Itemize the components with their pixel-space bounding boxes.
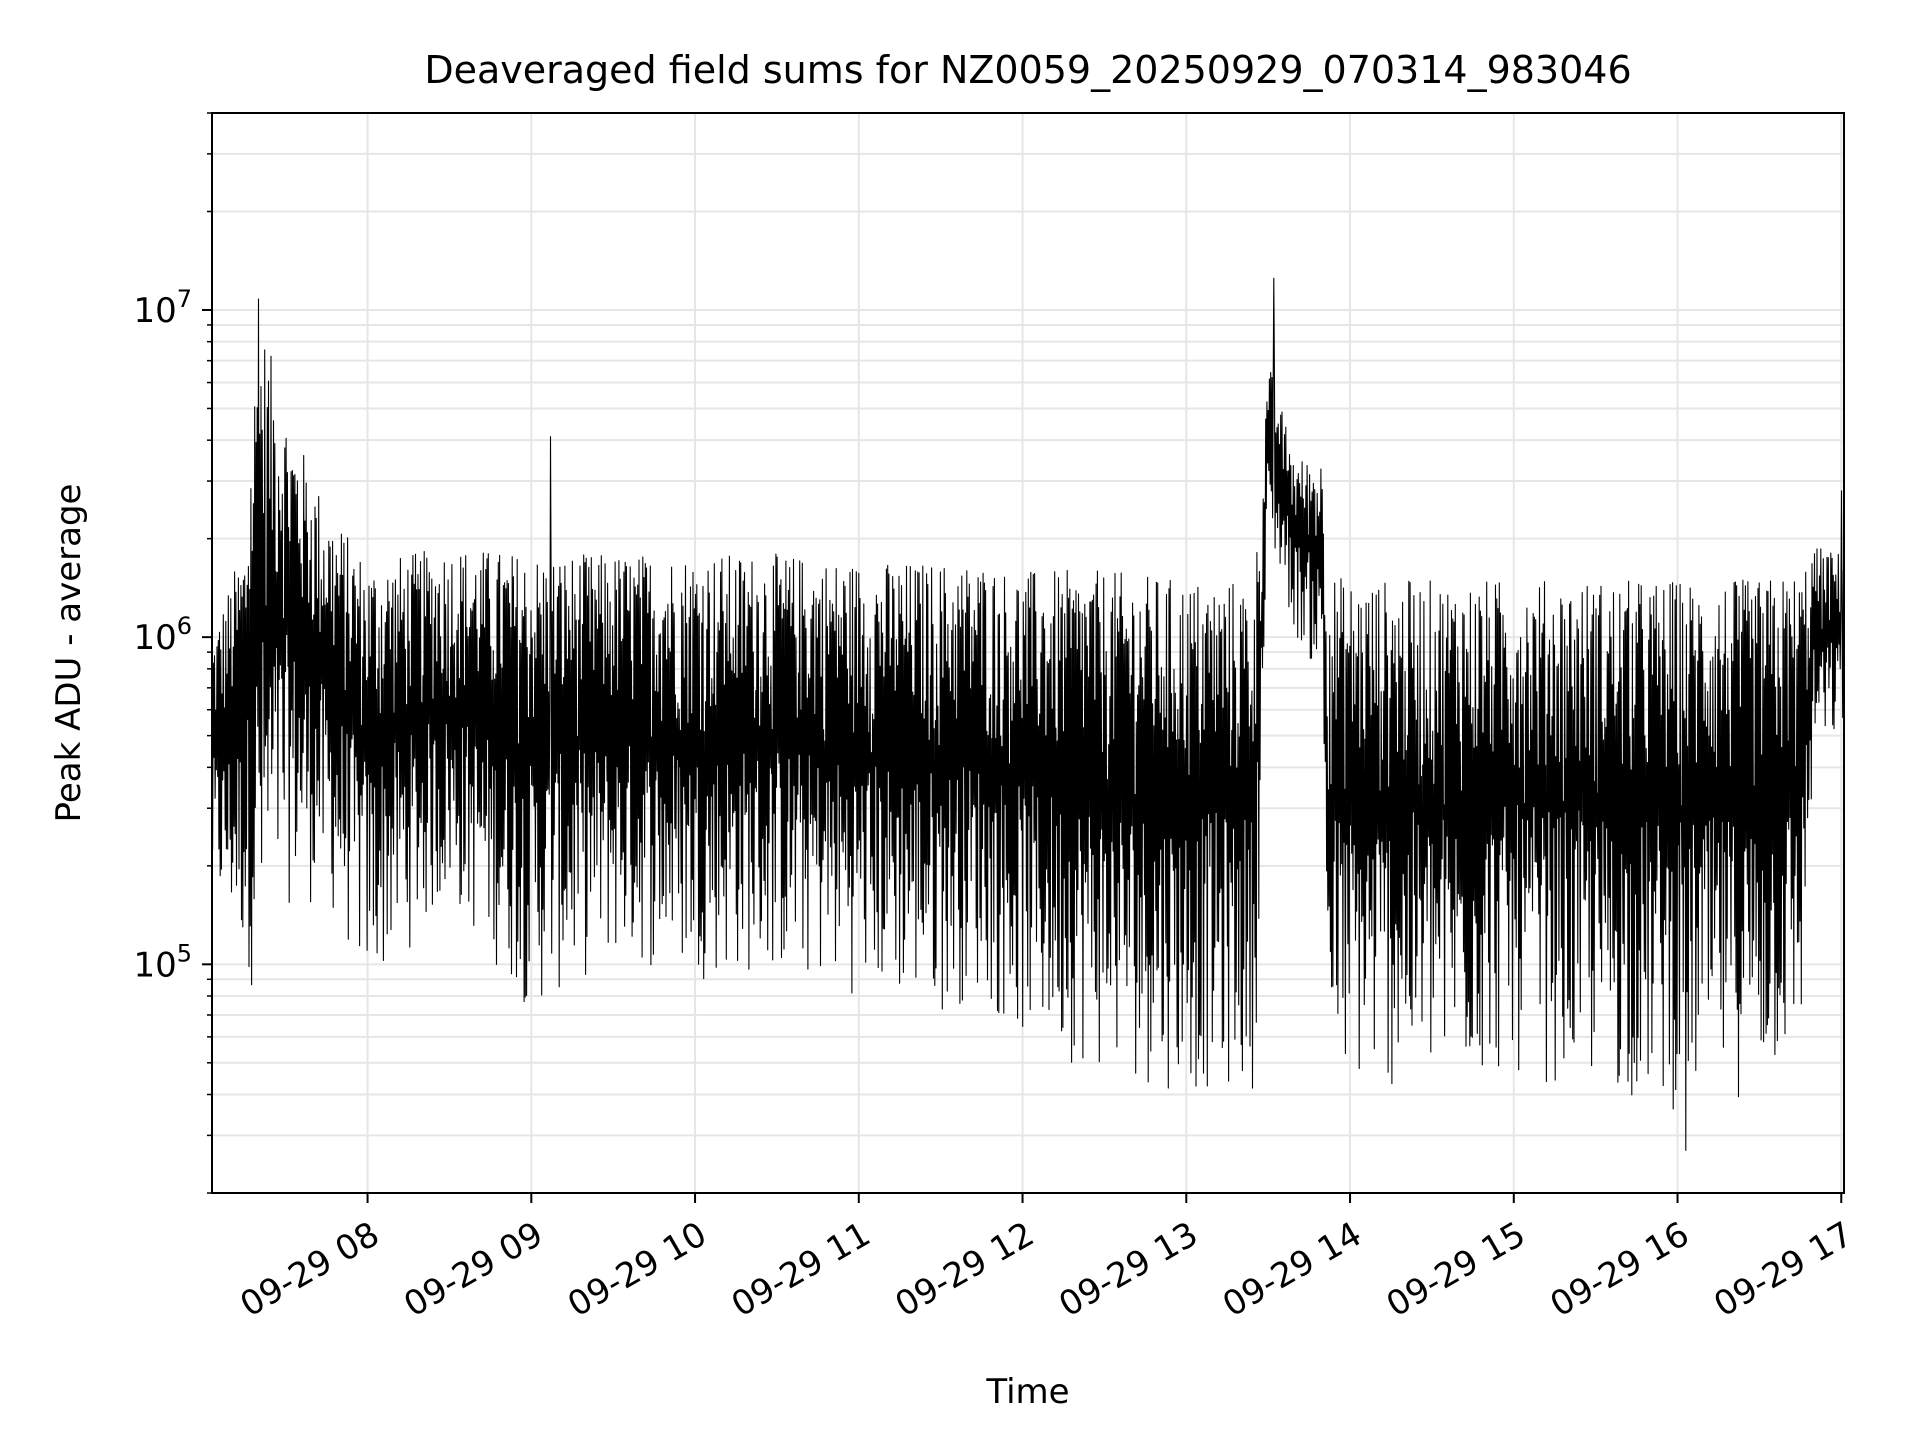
- y-tick-exponent: 5: [177, 939, 192, 967]
- plot-frame: [211, 112, 1845, 1194]
- y-tick-label: 107: [133, 285, 192, 331]
- y-axis-label: Peak ADU - average: [49, 484, 89, 823]
- series-line: [211, 277, 1845, 1151]
- y-tick-base: 10: [133, 618, 176, 658]
- series-group: [211, 277, 1845, 1151]
- y-tick-label: 106: [133, 612, 192, 658]
- y-tick-exponent: 6: [177, 612, 192, 640]
- x-axis-label: Time: [985, 1372, 1069, 1412]
- y-tick-exponent: 7: [177, 285, 192, 313]
- chart-title: Deaveraged field sums for NZ0059_2025092…: [424, 48, 1631, 92]
- y-tick-base: 10: [133, 291, 176, 331]
- y-tick-label: 105: [133, 939, 192, 985]
- y-tick-base: 10: [133, 945, 176, 985]
